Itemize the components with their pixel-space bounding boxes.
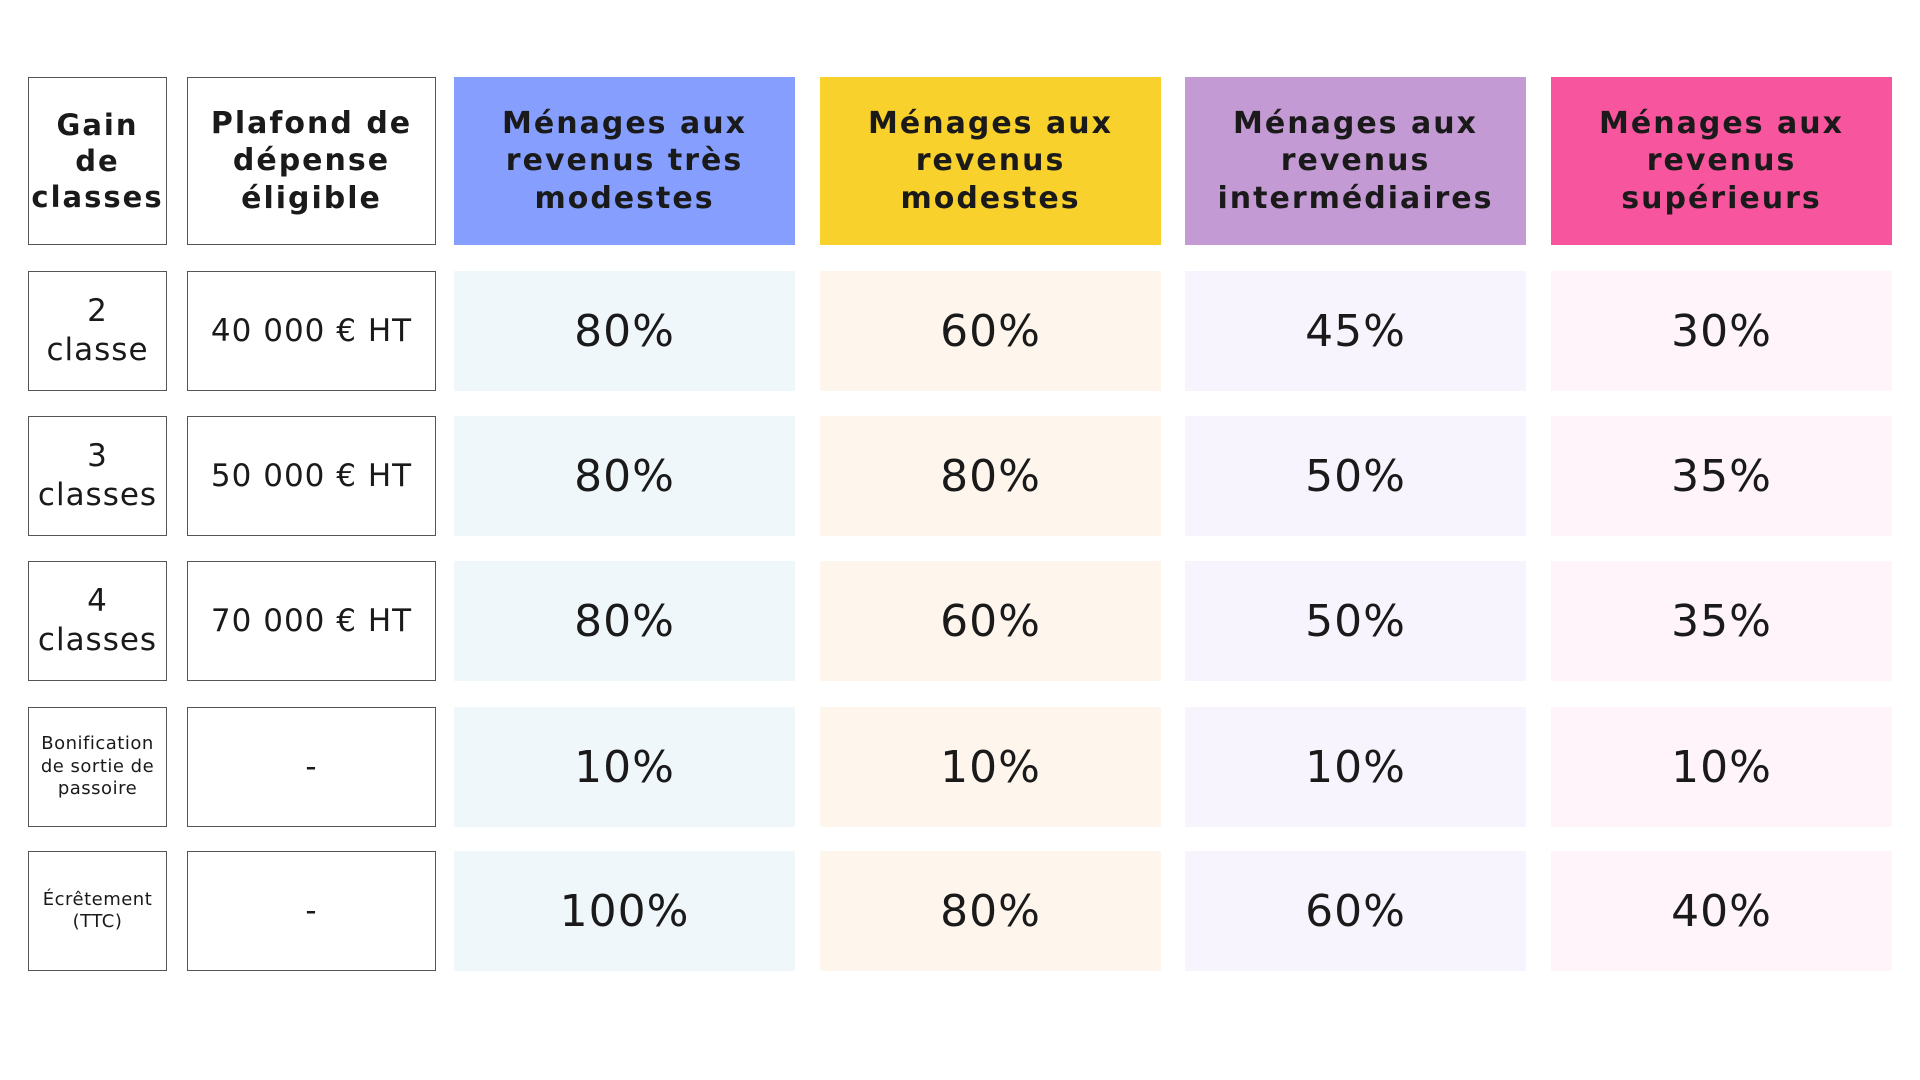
header-cell: Ménages aux revenus très modestes (454, 77, 795, 245)
header-cell: Ménages aux revenus modestes (820, 77, 1161, 245)
header-cell: Gain de classes (28, 77, 167, 245)
rate-cell: 50% (1185, 416, 1526, 536)
rate-cell: 80% (454, 416, 795, 536)
ceiling-cell: - (187, 707, 436, 827)
rate-cell: 60% (1185, 851, 1526, 971)
rate-cell: 80% (454, 561, 795, 681)
rate-cell: 80% (454, 271, 795, 391)
rate-cell: 80% (820, 416, 1161, 536)
ceiling-cell: - (187, 851, 436, 971)
row-label: Écrêtement (TTC) (28, 851, 167, 971)
rate-cell: 10% (820, 707, 1161, 827)
rate-cell: 50% (1185, 561, 1526, 681)
ceiling-cell: 40 000 € HT (187, 271, 436, 391)
row-label: 2 classe (28, 271, 167, 391)
header-cell: Ménages aux revenus intermédiaires (1185, 77, 1526, 245)
rate-cell: 40% (1551, 851, 1892, 971)
rate-cell: 30% (1551, 271, 1892, 391)
rate-cell: 100% (454, 851, 795, 971)
rate-cell: 10% (1185, 707, 1526, 827)
ceiling-cell: 50 000 € HT (187, 416, 436, 536)
row-label: 3 classes (28, 416, 167, 536)
rate-cell: 60% (820, 271, 1161, 391)
ceiling-cell: 70 000 € HT (187, 561, 436, 681)
rate-cell: 60% (820, 561, 1161, 681)
rate-cell: 10% (1551, 707, 1892, 827)
rate-cell: 10% (454, 707, 795, 827)
header-cell: Ménages aux revenus supérieurs (1551, 77, 1892, 245)
rate-cell: 80% (820, 851, 1161, 971)
header-cell: Plafond de dépense éligible (187, 77, 436, 245)
row-label: 4 classes (28, 561, 167, 681)
row-label: Bonification de sortie de passoire (28, 707, 167, 827)
rate-cell: 35% (1551, 416, 1892, 536)
rate-cell: 45% (1185, 271, 1526, 391)
rate-cell: 35% (1551, 561, 1892, 681)
